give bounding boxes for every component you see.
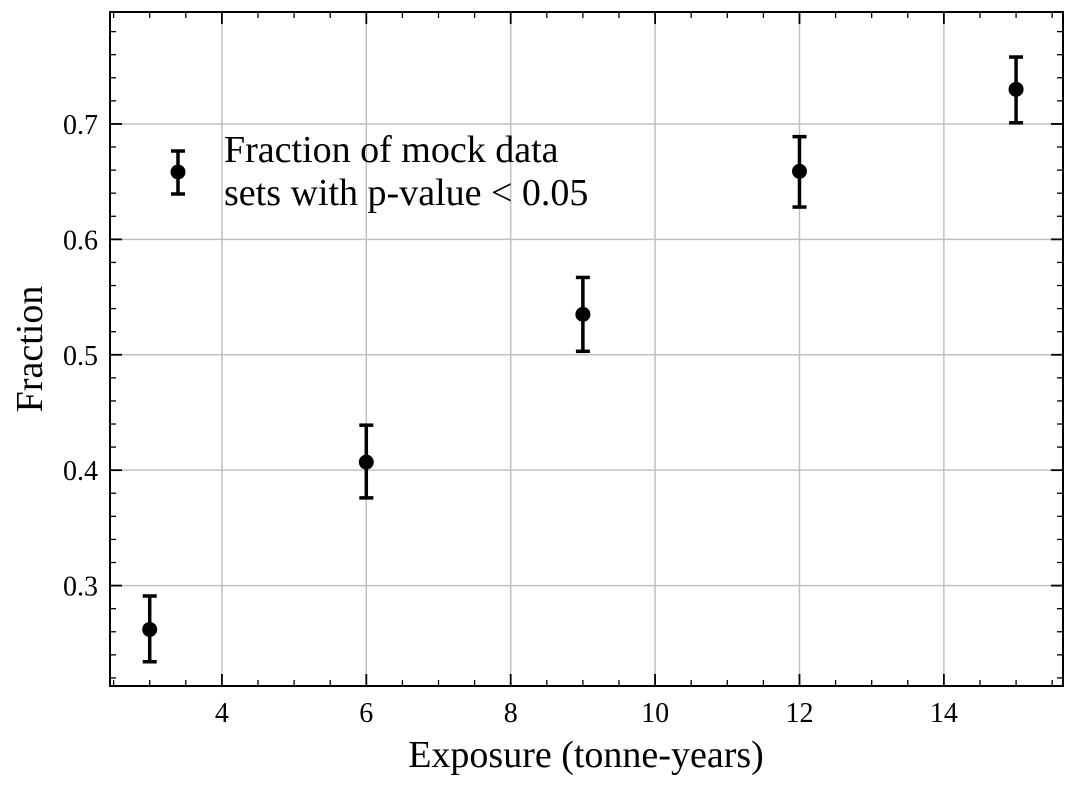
x-tick-labels: 4 6 8 10 12 14 [215, 698, 958, 729]
data-point-group [142, 594, 158, 664]
legend: Fraction of mock data sets with p-value … [170, 129, 588, 214]
data-point [575, 306, 591, 322]
data-point [358, 454, 374, 470]
x-tick-label: 6 [359, 698, 373, 729]
data-point [791, 163, 807, 179]
data-point-group [575, 275, 591, 354]
x-axis-label: Exposure (tonne-years) [408, 734, 764, 776]
x-tick-label: 14 [930, 698, 958, 729]
legend-label-line1: Fraction of mock data [224, 129, 559, 171]
legend-point [170, 164, 186, 180]
grid [110, 12, 1063, 686]
y-tick-label: 0.5 [63, 341, 98, 372]
x-tick-label: 12 [785, 698, 813, 729]
data-point [142, 621, 158, 637]
y-tick-label: 0.3 [63, 572, 98, 603]
x-tick-label: 8 [504, 698, 518, 729]
data-point-group [1008, 55, 1024, 125]
plot-frame [109, 11, 1064, 687]
x-tick-label: 10 [641, 698, 669, 729]
y-tick-label: 0.6 [63, 225, 98, 256]
major-ticks [110, 12, 1063, 686]
data-point [1008, 81, 1024, 97]
legend-label-line2: sets with p-value < 0.05 [224, 172, 588, 214]
y-axis-label: Fraction [9, 286, 51, 413]
data-point-group [791, 134, 807, 209]
data-point-group [358, 423, 374, 500]
y-tick-label: 0.7 [63, 110, 98, 141]
y-tick-labels: 0.3 0.4 0.5 0.6 0.7 [63, 110, 98, 603]
y-tick-label: 0.4 [63, 456, 98, 487]
x-tick-label: 4 [215, 698, 229, 729]
data-points [142, 55, 1024, 664]
legend-marker [170, 149, 186, 196]
